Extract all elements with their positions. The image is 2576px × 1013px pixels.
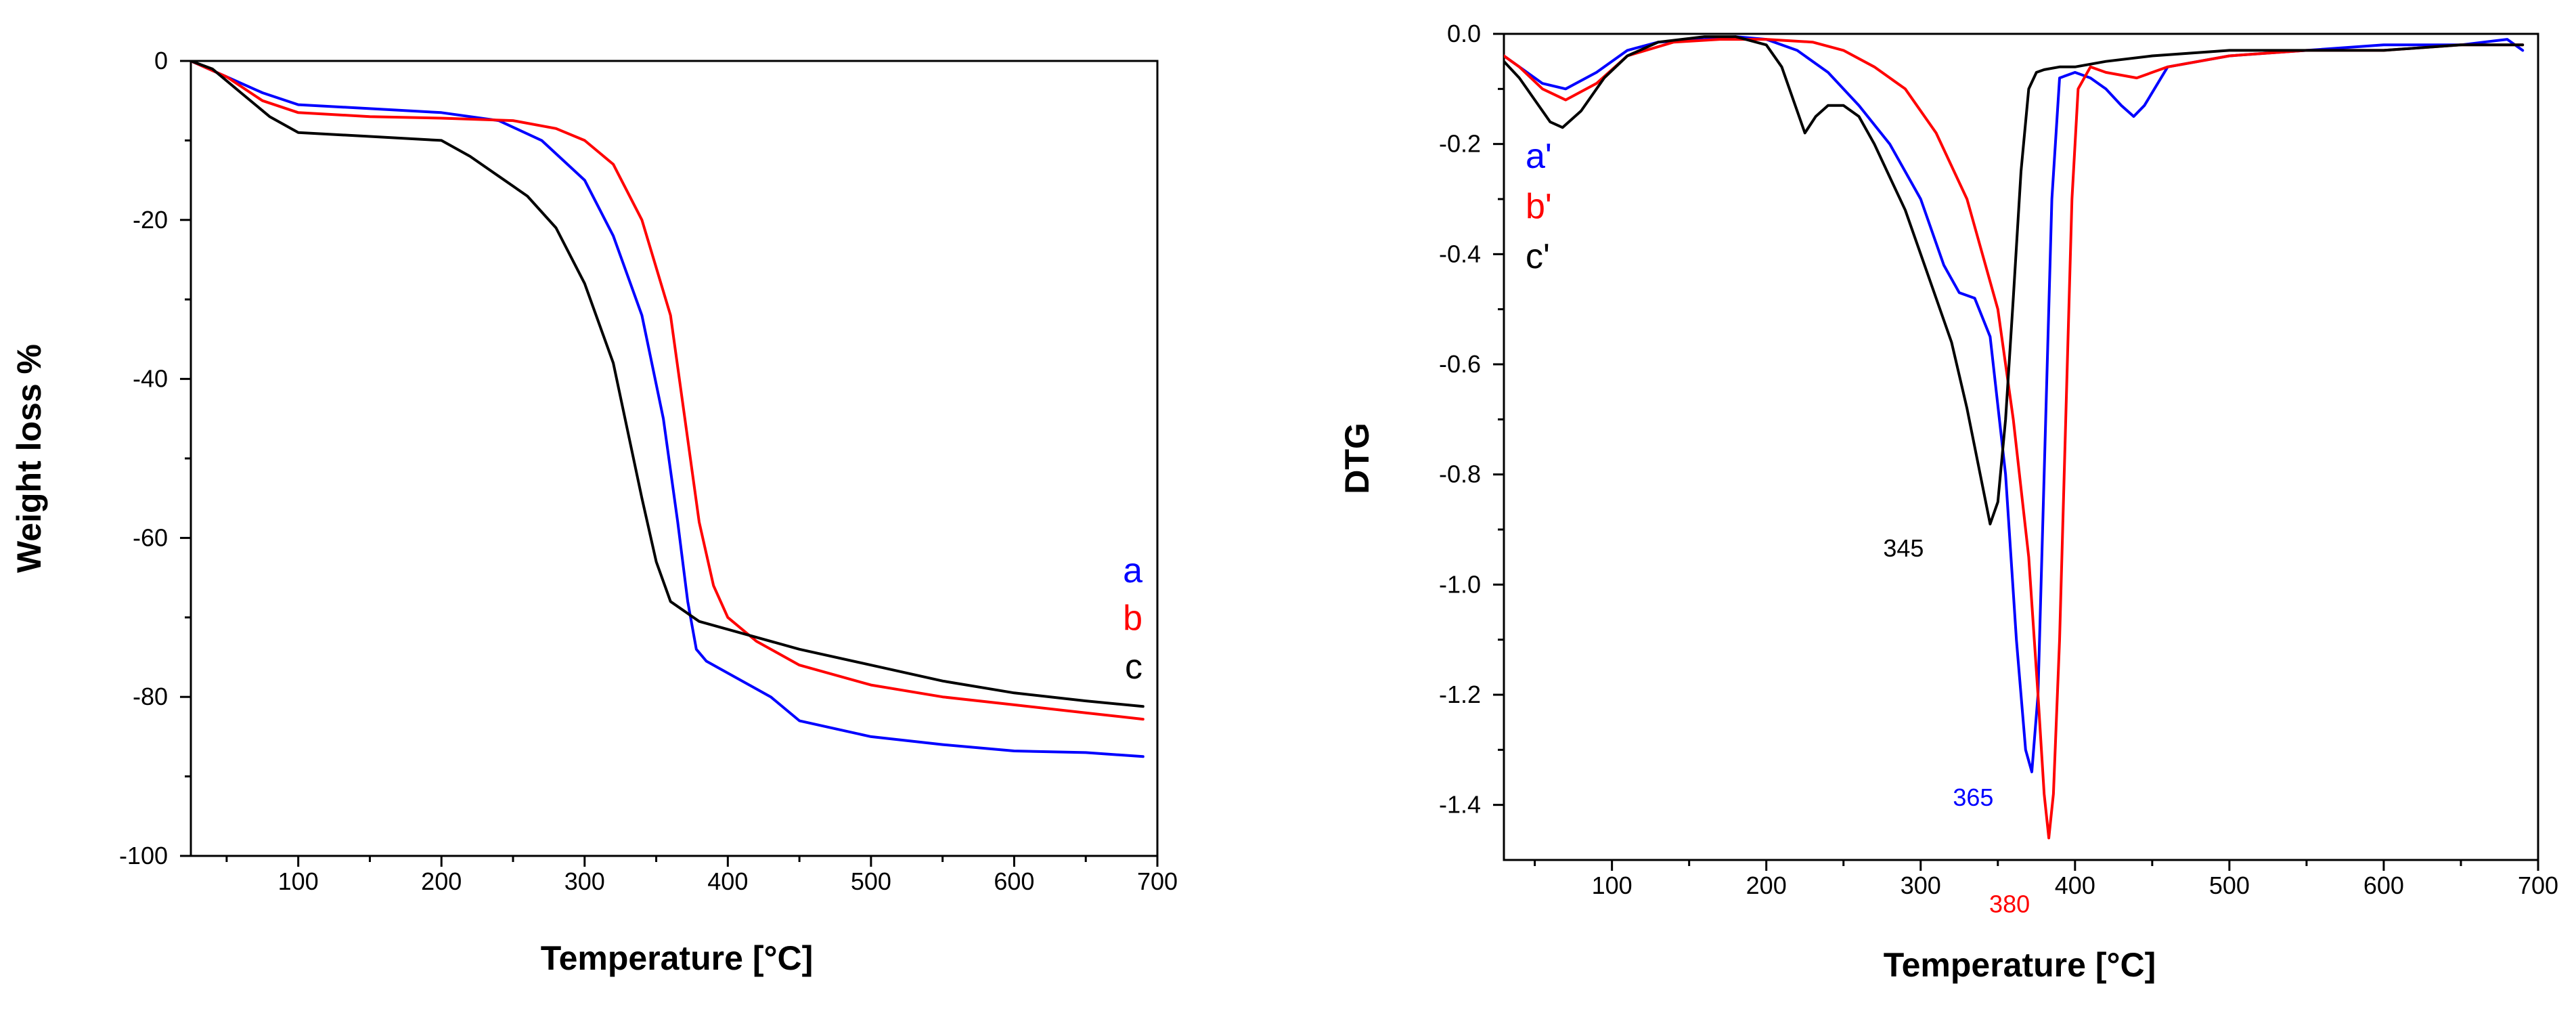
dtg-y-tick-label: -0.8 xyxy=(1439,460,1481,488)
tga-legend-label-a: a xyxy=(1123,551,1142,590)
tga-y-tick-label: 0 xyxy=(154,47,168,74)
dtg-y-tick-label: -0.4 xyxy=(1439,240,1481,267)
tga-y-tick-label: -100 xyxy=(119,842,168,869)
dtg-x-tick-label: 100 xyxy=(1592,871,1633,899)
tga-y-tick-label: -40 xyxy=(133,365,168,393)
dtg-series-a-prime xyxy=(1504,35,2525,773)
dtg-y-axis-title: DTG xyxy=(1338,423,1376,494)
tga-y-axis-title: Weight loss % xyxy=(10,344,48,573)
dtg-peak-label-345: 345 xyxy=(1883,534,1924,562)
tga-y-tick-label: -80 xyxy=(133,683,168,710)
dtg-x-tick-label: 200 xyxy=(1746,871,1787,899)
dtg-x-tick-label: 700 xyxy=(2518,871,2558,899)
tga-series-b xyxy=(191,61,1145,721)
dtg-x-tick-label: 400 xyxy=(2055,871,2095,899)
tga-x-tick-label: 500 xyxy=(851,867,891,895)
tga-x-tick-label: 200 xyxy=(421,867,462,895)
dtg-legend-label-a: a' xyxy=(1526,137,1552,176)
dtg-y-tick-label: -0.2 xyxy=(1439,130,1481,158)
dtg-x-tick-label: 600 xyxy=(2363,871,2404,899)
dtg-series-b-prime xyxy=(1504,38,2525,840)
dtg-legend-label-c: c' xyxy=(1526,237,1550,276)
tga-plot-frame xyxy=(190,60,1159,857)
tga-series-c xyxy=(191,61,1145,708)
tga-panel: 100 200 300 400 500 600 700 0 -20 -40 -60 -80 -100 Te… xyxy=(10,47,1178,977)
dtg-x-tick-label: 500 xyxy=(2209,871,2250,899)
tga-legend-label-b: b xyxy=(1123,599,1142,638)
dtg-peak-label-365: 365 xyxy=(1953,783,1993,811)
tga-y-tick-label: -60 xyxy=(133,523,168,551)
tga-x-axis-title: Temperature [°C] xyxy=(541,939,813,977)
dtg-y-tick-label: -0.6 xyxy=(1439,350,1481,378)
tga-x-tick-label: 100 xyxy=(278,867,319,895)
dtg-y-tick-label: -1.0 xyxy=(1439,570,1481,598)
tga-x-tick-label: 700 xyxy=(1137,867,1178,895)
tga-x-tick-label: 400 xyxy=(707,867,748,895)
dtg-series-c-prime xyxy=(1504,35,2525,525)
dtg-peak-label-380: 380 xyxy=(1989,890,2030,918)
dtg-y-tick-label: -1.2 xyxy=(1439,681,1481,708)
dtg-x-axis-title: Temperature [°C] xyxy=(1884,946,2156,984)
dtg-y-tick-label: -1.4 xyxy=(1439,791,1481,819)
tga-legend-label-c: c xyxy=(1125,647,1142,687)
dtg-x-tick-label: 300 xyxy=(1901,871,1941,899)
dtg-legend-label-b: b' xyxy=(1526,187,1552,226)
tga-y-tick-label: -20 xyxy=(133,206,168,234)
tga-series-a xyxy=(191,61,1145,758)
tga-x-tick-label: 300 xyxy=(564,867,605,895)
dtg-y-tick-label: 0.0 xyxy=(1447,20,1481,47)
dtg-panel: 100 200 300 400 500 600 700 0.0 -0.2 -0.4 -0.6 -0.8… xyxy=(1338,20,2558,984)
dtg-plot-frame xyxy=(1503,33,2539,861)
tga-x-tick-label: 600 xyxy=(994,867,1034,895)
